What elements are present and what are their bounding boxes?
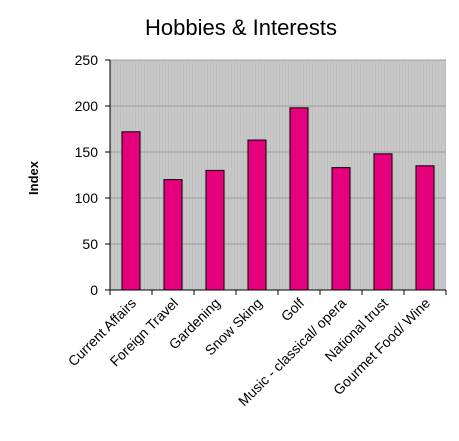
x-tick-label: Golf [278, 295, 308, 325]
bar [205, 169, 225, 291]
y-tick-label: 200 [75, 98, 99, 114]
y-tick-label: 250 [75, 52, 99, 68]
y-tick-labels: 0 50 100 150 200 250 [75, 52, 99, 298]
y-tick-label: 50 [82, 236, 98, 252]
y-tick-label: 150 [75, 144, 99, 160]
bar [163, 179, 183, 291]
y-axis-label: Index [26, 160, 41, 195]
bar [415, 165, 435, 291]
y-tick-label: 100 [75, 190, 99, 206]
axes [105, 59, 447, 295]
chart-title: Hobbies & Interests [145, 15, 337, 40]
bar [331, 167, 351, 291]
bar [247, 139, 267, 291]
bar [373, 153, 393, 291]
y-tick-label: 0 [90, 282, 98, 298]
bar [121, 131, 141, 291]
bar [289, 107, 309, 291]
